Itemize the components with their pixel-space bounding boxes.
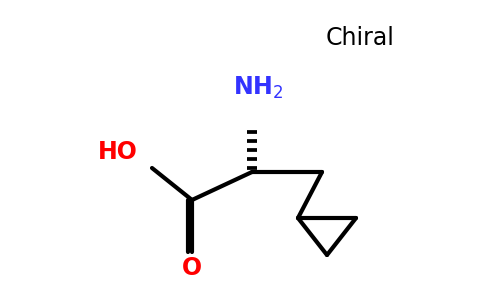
Text: Chiral: Chiral bbox=[326, 26, 394, 50]
Text: O: O bbox=[182, 256, 202, 280]
Text: HO: HO bbox=[98, 140, 138, 164]
Text: NH$_2$: NH$_2$ bbox=[233, 75, 283, 101]
